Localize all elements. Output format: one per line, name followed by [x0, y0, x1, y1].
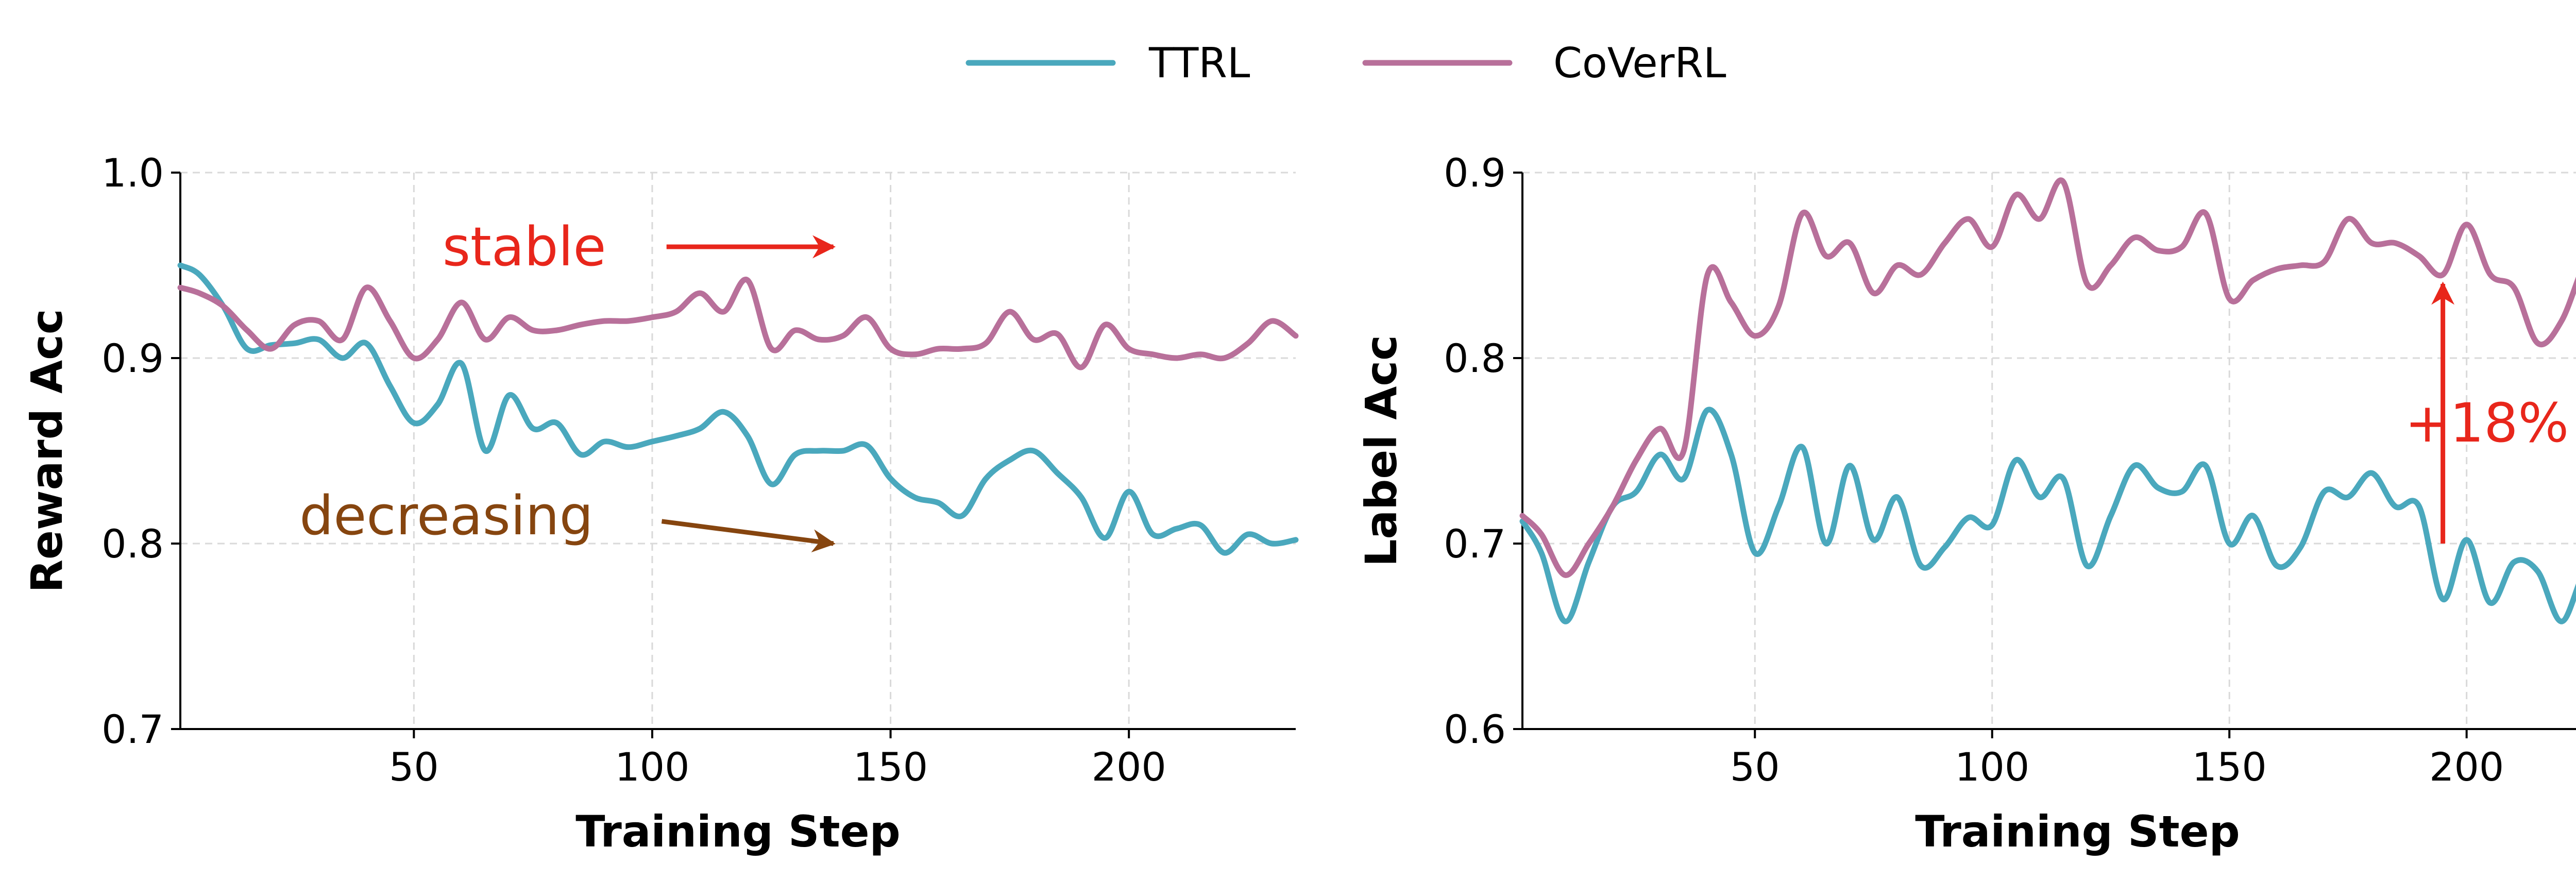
label-annotation-gain: +18% [2405, 392, 2569, 454]
label-x-tick-label: 150 [2192, 744, 2267, 790]
legend-label-ttrl: TTRL [1148, 39, 1250, 87]
reward-annotation-arrow-decreasing [661, 519, 836, 553]
label-x-tick-label: 200 [2429, 744, 2504, 790]
reward-y-tick-label: 1.0 [101, 150, 164, 196]
reward-y-tick-label: 0.8 [101, 521, 164, 567]
label-x-tick-label: 50 [1730, 744, 1780, 790]
reward-x-tick-label: 200 [1092, 744, 1166, 790]
label-acc-chart: 50 100 150 200 0.6 0.7 0.8 0.9 Training Step Labe… [1356, 150, 2576, 857]
legend: TTRL CoVerRL [965, 39, 1726, 87]
reward-x-tick-label: 150 [853, 744, 928, 790]
reward-x-tick-label: 50 [389, 744, 439, 790]
reward-annotation-stable: stable [443, 215, 606, 278]
label-x-axis-title: Training Step [1915, 806, 2240, 857]
reward-series-coverrl [177, 276, 1299, 370]
reward-y-tick-label: 0.7 [101, 706, 164, 752]
label-series-coverrl [1519, 177, 2576, 578]
label-y-tick-label: 0.9 [1444, 150, 1506, 196]
reward-x-tick-label: 100 [615, 744, 689, 790]
label-y-axis-title: Label Acc [1356, 335, 1406, 567]
label-series-ttrl [1519, 407, 2576, 624]
reward-y-axis-title: Reward Acc [22, 309, 72, 593]
label-y-tick-label: 0.7 [1444, 521, 1506, 567]
label-y-tick-label: 0.8 [1444, 335, 1506, 381]
reward-x-axis-title: Training Step [575, 806, 901, 857]
reward-acc-chart: 50 100 150 200 0.7 0.8 0.9 1.0 Training Step Rewa… [22, 150, 1299, 857]
reward-series-ttrl [177, 262, 1299, 556]
label-x-tick-label: 100 [1955, 744, 2029, 790]
reward-y-tick-label: 0.9 [101, 335, 164, 381]
legend-label-coverrl: CoVerRL [1553, 39, 1726, 87]
label-y-tick-label: 0.6 [1444, 706, 1506, 752]
reward-annotation-decreasing: decreasing [299, 484, 593, 547]
